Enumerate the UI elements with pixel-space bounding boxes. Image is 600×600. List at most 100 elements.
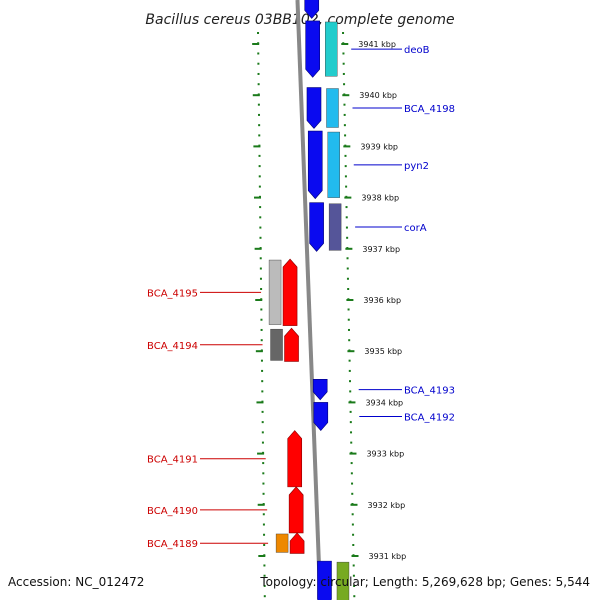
minor-tick [262, 492, 265, 495]
minor-tick [349, 421, 352, 424]
minor-tick [350, 462, 353, 465]
gene-label[interactable]: deoB [404, 45, 430, 56]
minor-tick [349, 380, 352, 383]
minor-tick [262, 482, 265, 485]
gene-arrow[interactable] [312, 379, 328, 401]
major-tick [253, 145, 261, 148]
minor-tick [259, 236, 262, 239]
minor-tick [258, 175, 261, 178]
tick-label: 3940 kbp [359, 91, 397, 100]
label-layer: deoB BCA_4198 pyn2 corA BCA_4195 BCA_4194 BCA_… [147, 45, 455, 550]
tick-label: 3938 kbp [361, 194, 399, 203]
gene-label[interactable]: BCA_4194 [147, 341, 198, 352]
gene-arrow[interactable] [305, 20, 321, 78]
gene-arrow[interactable] [304, 0, 320, 19]
gene-layer [268, 0, 350, 600]
minor-tick [260, 308, 263, 311]
cog-category-bar [326, 88, 339, 128]
minor-tick [352, 533, 355, 536]
minor-tick [348, 359, 351, 362]
tick-label: 3937 kbp [362, 245, 400, 254]
gene-label[interactable]: BCA_4198 [404, 104, 455, 115]
minor-tick [258, 154, 261, 157]
gene-label[interactable]: BCA_4192 [404, 412, 455, 423]
gene-arrow[interactable] [317, 560, 332, 600]
minor-tick [346, 257, 349, 260]
tick-label: 3932 kbp [367, 501, 405, 510]
minor-tick [260, 288, 263, 290]
minor-tick [263, 533, 266, 536]
minor-tick [260, 318, 263, 321]
major-tick [258, 555, 266, 557]
minor-tick [262, 523, 265, 526]
gene-arrow[interactable] [284, 327, 299, 362]
gene-arrow[interactable] [306, 87, 322, 129]
gene-arrow[interactable] [289, 532, 305, 554]
gene-arrow[interactable] [313, 402, 329, 432]
major-tick [346, 299, 354, 301]
minor-tick [349, 410, 352, 413]
minor-tick [261, 421, 264, 424]
cog-category-bar [327, 131, 340, 198]
gene-arrow[interactable] [287, 430, 303, 488]
minor-tick [258, 134, 261, 137]
gene-arrow[interactable] [282, 258, 298, 326]
gene-arrow[interactable] [307, 130, 323, 200]
major-tick [252, 94, 260, 97]
minor-tick [257, 52, 260, 55]
minor-tick [353, 584, 356, 587]
minor-tick [260, 328, 263, 331]
cog-category-bar [268, 259, 282, 325]
minor-tick [259, 277, 262, 280]
major-tick [255, 299, 263, 301]
gene-label[interactable]: BCA_4190 [147, 506, 198, 517]
minor-tick [259, 257, 262, 260]
major-tick [256, 401, 264, 404]
minor-tick [257, 103, 260, 106]
minor-tick [352, 574, 355, 577]
gene-arrow[interactable] [309, 202, 324, 252]
minor-tick [260, 359, 263, 362]
minor-tick [346, 277, 349, 280]
minor-tick [351, 482, 354, 485]
tick-label: 3939 kbp [360, 142, 398, 151]
gene-label[interactable]: BCA_4189 [147, 539, 198, 550]
minor-tick [260, 339, 263, 342]
minor-tick [348, 369, 351, 372]
gene-label[interactable]: BCA_4195 [147, 288, 198, 299]
gene-arrow[interactable] [288, 486, 304, 534]
minor-tick [344, 175, 347, 178]
gene-label[interactable]: BCA_4193 [404, 386, 455, 397]
minor-tick [259, 216, 262, 219]
minor-tick [262, 472, 265, 475]
minor-tick [344, 154, 347, 157]
minor-tick [345, 206, 348, 209]
minor-tick [263, 564, 266, 567]
minor-tick [348, 339, 351, 342]
minor-tick [352, 564, 355, 567]
gene-label[interactable]: BCA_4191 [147, 455, 198, 466]
gene-label[interactable]: pyn2 [404, 161, 429, 172]
tick-label: 3935 kbp [364, 347, 402, 356]
minor-tick [261, 410, 264, 413]
major-tick [342, 94, 350, 97]
minor-tick [347, 288, 350, 290]
minor-tick [345, 185, 348, 188]
minor-tick [347, 308, 350, 311]
minor-tick [350, 431, 353, 434]
minor-tick [259, 206, 262, 209]
cog-category-bar [275, 533, 289, 553]
minor-tick [257, 32, 260, 34]
minor-tick [259, 226, 262, 229]
cog-category-bar [325, 21, 338, 77]
minor-tick [258, 124, 261, 127]
major-tick [254, 196, 262, 199]
minor-tick [351, 513, 354, 516]
minor-tick [261, 390, 264, 393]
minor-tick [351, 523, 354, 526]
minor-tick [261, 369, 264, 372]
minor-tick [353, 595, 356, 598]
minor-tick [346, 236, 349, 239]
gene-label[interactable]: corA [404, 223, 427, 234]
